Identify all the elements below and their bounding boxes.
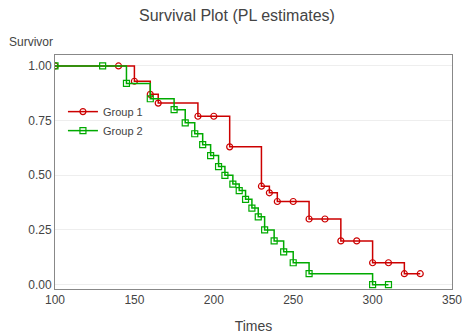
svg-text:300: 300 [363,293,383,307]
svg-text:350: 350 [442,293,462,307]
svg-text:150: 150 [124,293,144,307]
svg-text:Survivor: Survivor [9,35,53,49]
svg-text:100: 100 [45,293,65,307]
svg-text:250: 250 [283,293,303,307]
svg-text:200: 200 [204,293,224,307]
svg-text:Group 1: Group 1 [103,106,143,118]
svg-text:0.75: 0.75 [28,114,52,128]
svg-text:Times: Times [235,318,273,334]
svg-text:Survival Plot (PL estimates): Survival Plot (PL estimates) [139,7,335,24]
svg-text:Group 2: Group 2 [103,125,143,137]
svg-text:0.00: 0.00 [28,278,52,292]
svg-text:0.50: 0.50 [28,168,52,182]
svg-text:1.00: 1.00 [28,59,52,73]
svg-text:0.25: 0.25 [28,223,52,237]
